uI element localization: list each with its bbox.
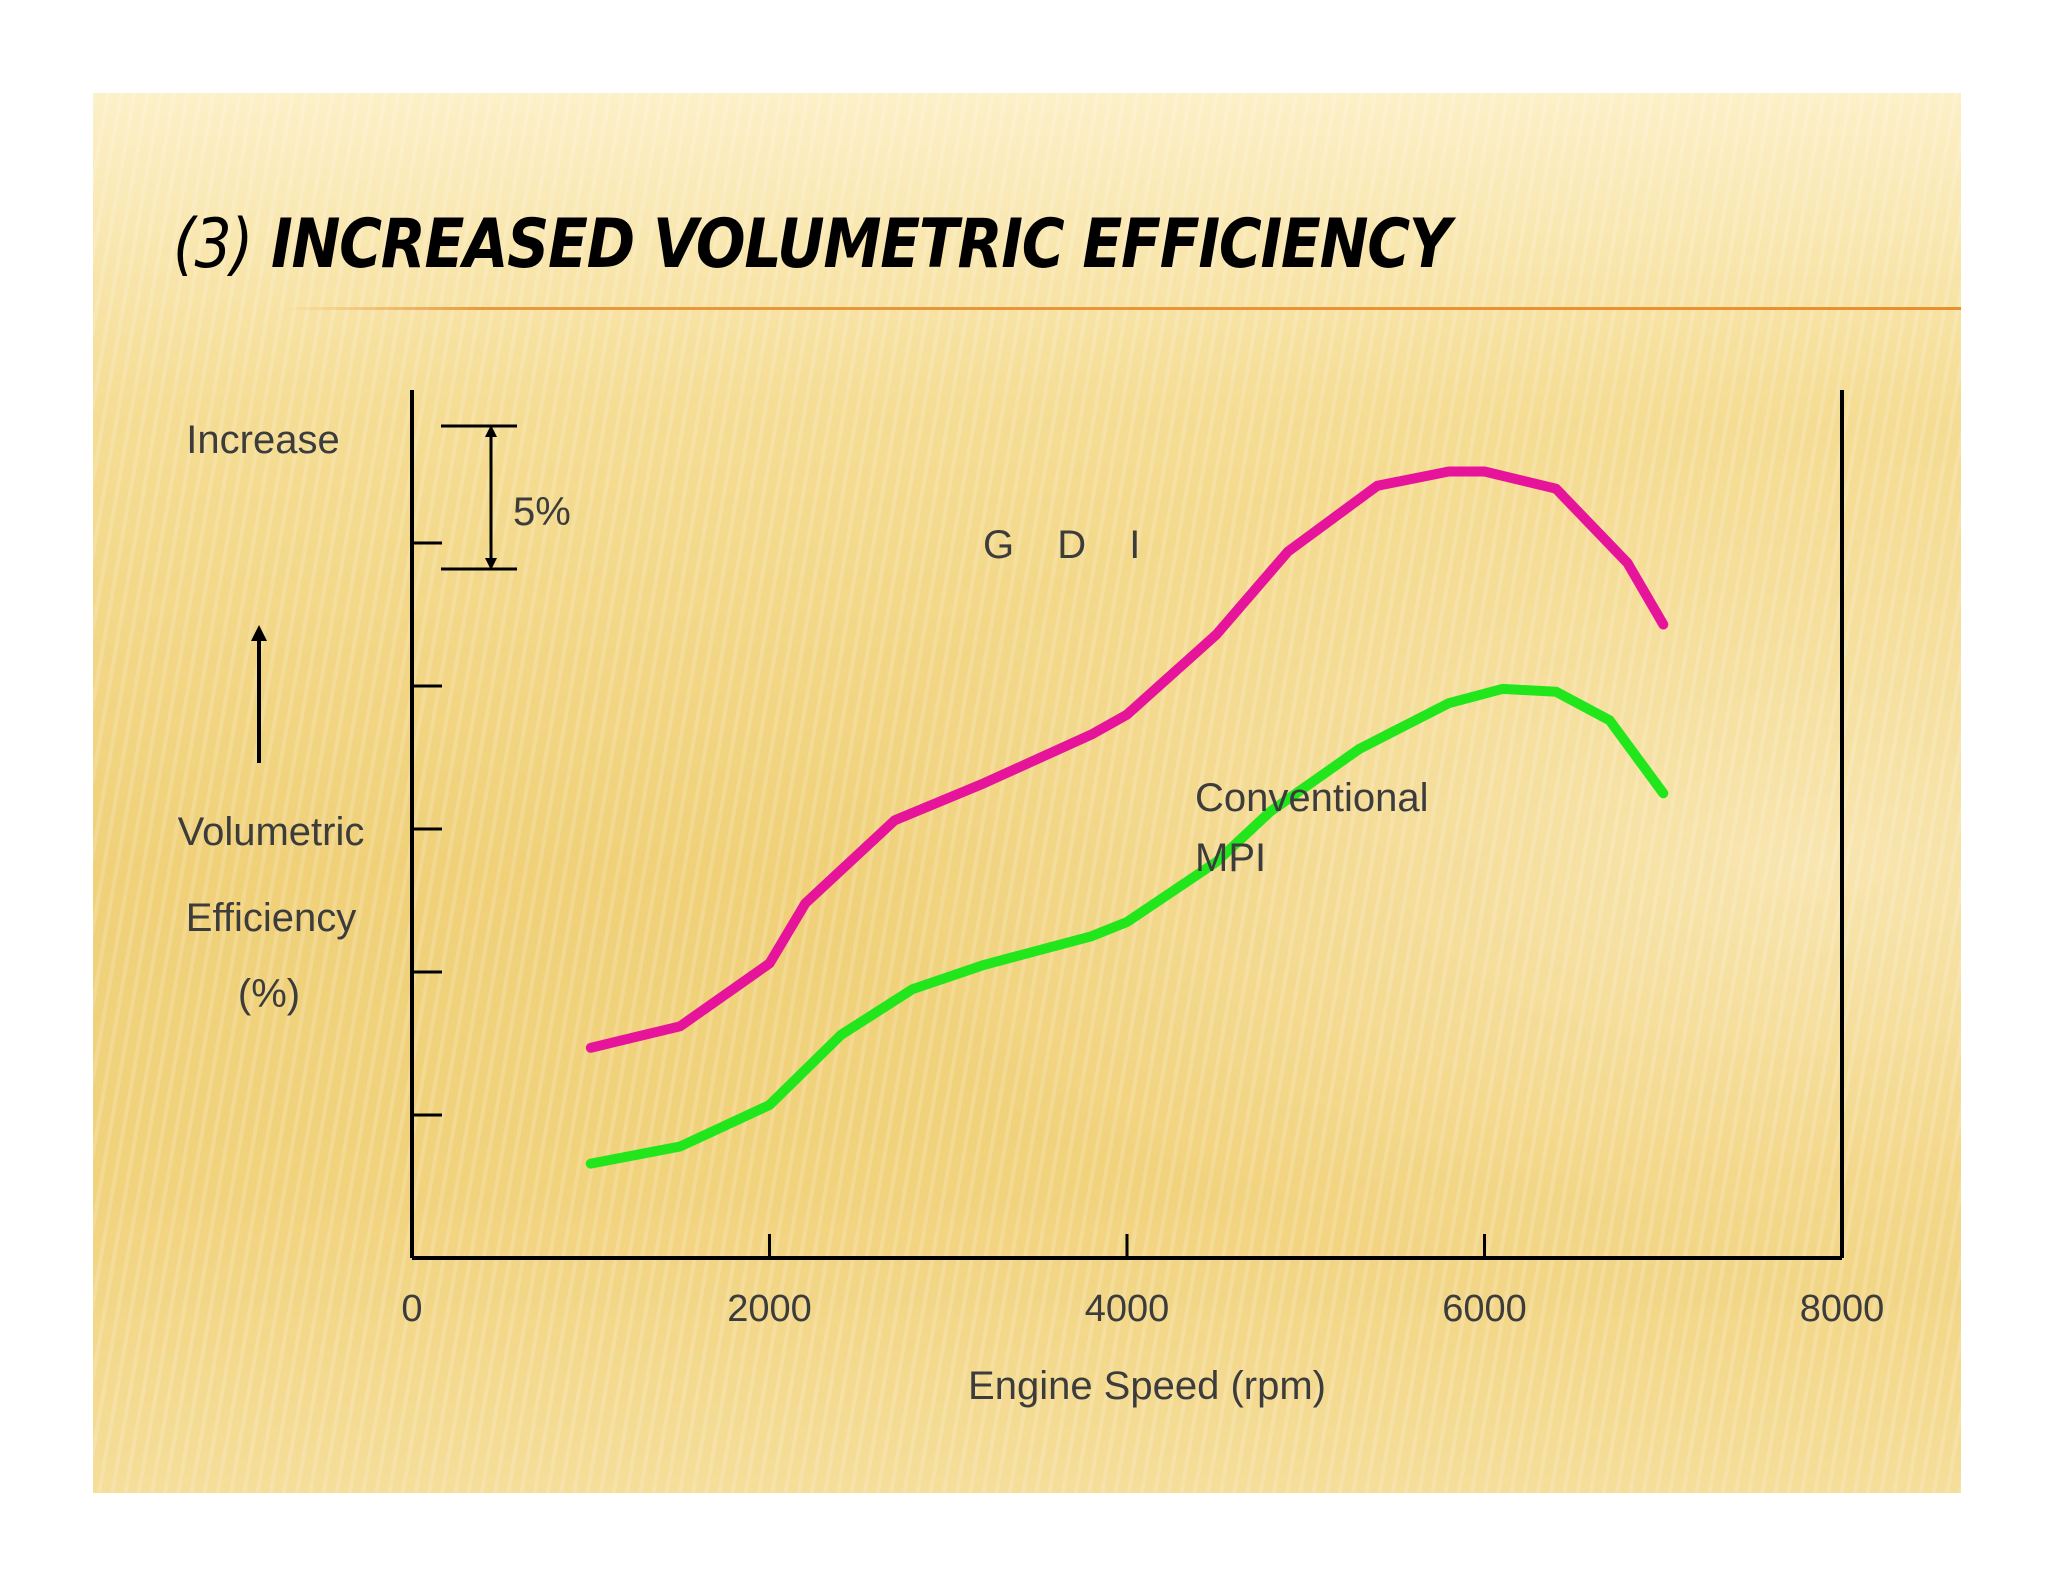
x-tick-label: 0 [401,1288,422,1330]
gdi-series-line [585,466,1669,1053]
volumetric-efficiency-chart: 0 2000 4000 6000 8000 Increase Volumetric Ef… [178,390,1884,1408]
slide-title: (3) INCREASED VOLUMETRIC EFFICIENCY [173,205,1451,284]
x-axis-title: Engine Speed (rpm) [968,1364,1326,1408]
ylabel-line-3: (%) [238,972,300,1016]
x-tick-label: 8000 [1800,1288,1885,1330]
mpi-series-label-line-2: MPI [1195,836,1266,880]
increase-label: Increase [186,418,339,462]
series-lines [585,466,1669,1169]
mpi-series-line [585,683,1669,1169]
axes [410,390,1844,1260]
title-underline [283,307,1961,310]
x-tick-label: 2000 [727,1288,812,1330]
ylabel-line-1: Volumetric [178,810,365,854]
scale-label: 5% [513,490,571,534]
slide-background: (3) INCREASED VOLUMETRIC EFFICIENCY 0 200… [93,93,1961,1493]
x-tick-label: 4000 [1085,1288,1170,1330]
scale-bracket [441,424,517,571]
title-text: INCREASED VOLUMETRIC EFFICIENCY [271,205,1451,284]
x-tick-labels: 0 2000 4000 6000 8000 [401,1288,1884,1330]
title-number: (3) [173,205,253,284]
mpi-series-label-line-1: Conventional [1195,776,1429,820]
x-tick-label: 6000 [1442,1288,1527,1330]
gdi-series-label: G D I [983,523,1156,567]
ylabel-line-2: Efficiency [186,896,356,940]
